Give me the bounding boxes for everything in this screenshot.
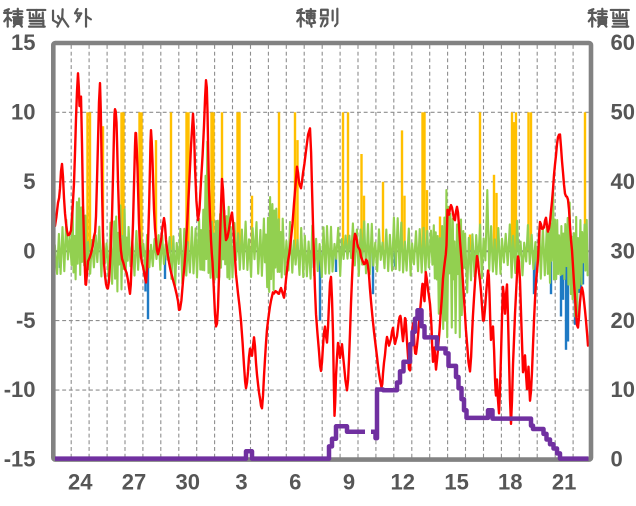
svg-text:27: 27	[122, 470, 146, 495]
svg-text:10: 10	[611, 377, 635, 402]
svg-text:30: 30	[175, 470, 199, 495]
svg-text:6: 6	[289, 470, 301, 495]
svg-text:50: 50	[611, 100, 635, 125]
svg-text:15: 15	[444, 470, 468, 495]
svg-text:-15: -15	[4, 447, 36, 472]
svg-text:-10: -10	[4, 377, 36, 402]
svg-text:15: 15	[11, 30, 35, 55]
svg-text:21: 21	[552, 470, 576, 495]
svg-text:0: 0	[23, 238, 35, 263]
svg-text:40: 40	[611, 169, 635, 194]
svg-text:30: 30	[611, 238, 635, 263]
svg-text:20: 20	[611, 308, 635, 333]
svg-text:0: 0	[611, 447, 623, 472]
svg-text:3: 3	[235, 470, 247, 495]
svg-text:12: 12	[391, 470, 415, 495]
svg-text:9: 9	[343, 470, 355, 495]
svg-text:10: 10	[11, 100, 35, 125]
svg-text:5: 5	[23, 169, 35, 194]
svg-text:18: 18	[498, 470, 522, 495]
svg-text:-5: -5	[16, 308, 36, 333]
svg-text:60: 60	[611, 30, 635, 55]
svg-text:24: 24	[68, 470, 93, 495]
